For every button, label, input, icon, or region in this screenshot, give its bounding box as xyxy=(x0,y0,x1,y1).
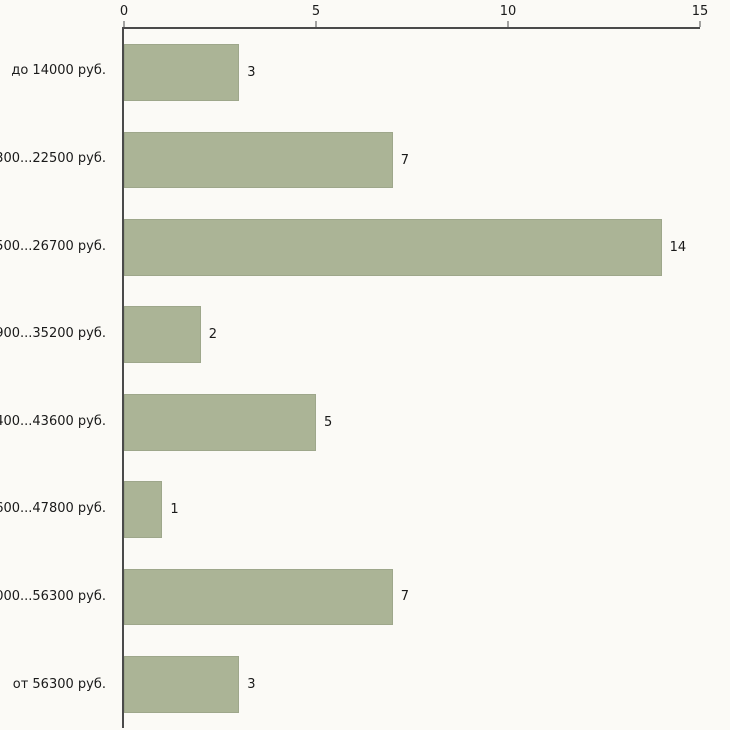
bar-row: 1 xyxy=(124,466,700,553)
bar-value-label: 14 xyxy=(669,239,687,255)
bar xyxy=(124,306,201,364)
x-axis-tick-label: 10 xyxy=(499,4,517,19)
bar-row: 2 xyxy=(124,291,700,378)
bar-value-label: 1 xyxy=(170,502,179,518)
bar xyxy=(124,655,240,713)
category-label: 30900...35200 руб. xyxy=(0,326,106,342)
bar xyxy=(124,481,163,538)
category-label: 39400...43600 руб. xyxy=(0,413,106,429)
bar-row: 14 xyxy=(124,204,700,291)
bar-value-label: 3 xyxy=(247,65,256,81)
bar-row: 3 xyxy=(124,29,700,116)
bar xyxy=(124,568,393,626)
x-axis-tick-label: 5 xyxy=(311,4,321,19)
bar-value-label: 7 xyxy=(400,152,410,168)
category-label: 22500...26700 руб. xyxy=(0,238,106,254)
category-label: от 56300 руб. xyxy=(12,676,106,692)
x-axis-tick-label: 0 xyxy=(119,4,129,19)
bar xyxy=(124,44,240,102)
x-axis-tick: 5 xyxy=(312,4,320,27)
x-axis-tick: 10 xyxy=(500,4,516,27)
bar-value-label: 3 xyxy=(247,676,256,692)
category-label: 43600...47800 руб. xyxy=(0,501,106,517)
category-label: до 14000 руб. xyxy=(11,63,106,79)
bar-row: 7 xyxy=(124,116,700,203)
bars-area: 3 7 14 2 5 1 7 3 xyxy=(124,29,700,728)
x-axis-tick-label: 15 xyxy=(691,4,709,19)
category-labels: до 14000 руб. 18300...22500 руб. 22500...2… xyxy=(0,27,114,728)
category-label: 18300...22500 руб. xyxy=(0,150,106,166)
x-axis-tick: 0 xyxy=(120,4,128,27)
bar xyxy=(124,131,393,189)
bar-row: 7 xyxy=(124,553,700,640)
bar-value-label: 7 xyxy=(400,589,410,605)
category-label: 52000...56300 руб. xyxy=(0,589,106,605)
plot-area: 0 5 10 15 3 7 14 2 5 1 7 3 xyxy=(120,4,708,728)
bar xyxy=(124,393,316,451)
bar-row: 3 xyxy=(124,641,700,728)
x-axis-tick: 15 xyxy=(692,4,708,27)
bar-row: 5 xyxy=(124,379,700,466)
bar xyxy=(124,219,662,276)
bar-value-label: 5 xyxy=(324,414,333,430)
bar-value-label: 2 xyxy=(208,327,218,343)
